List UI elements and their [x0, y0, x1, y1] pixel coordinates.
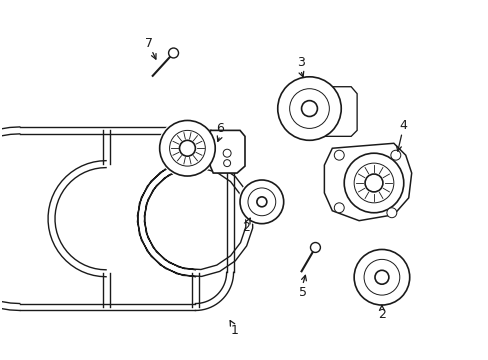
Circle shape — [386, 208, 396, 218]
Text: 1: 1 — [231, 324, 239, 337]
Circle shape — [334, 150, 344, 160]
Circle shape — [238, 178, 285, 226]
Circle shape — [342, 151, 405, 215]
Text: 3: 3 — [296, 57, 304, 69]
Circle shape — [168, 48, 178, 58]
Text: 2: 2 — [377, 309, 385, 321]
Circle shape — [223, 149, 231, 157]
Polygon shape — [299, 87, 356, 136]
Polygon shape — [324, 143, 411, 221]
Circle shape — [247, 188, 275, 216]
Circle shape — [365, 174, 382, 192]
Circle shape — [334, 203, 344, 213]
Text: 6: 6 — [216, 122, 224, 135]
Text: 2: 2 — [242, 221, 249, 234]
Circle shape — [353, 249, 409, 305]
Circle shape — [289, 89, 328, 129]
Circle shape — [179, 140, 195, 156]
Circle shape — [390, 150, 400, 160]
Circle shape — [256, 197, 266, 207]
Circle shape — [353, 163, 393, 203]
Circle shape — [277, 77, 341, 140]
Text: 7: 7 — [144, 37, 152, 50]
Circle shape — [275, 75, 343, 142]
Circle shape — [344, 153, 403, 213]
Text: 5: 5 — [298, 285, 306, 299]
Circle shape — [223, 159, 230, 167]
Circle shape — [169, 130, 205, 166]
Polygon shape — [210, 130, 244, 173]
Circle shape — [240, 180, 283, 224]
Circle shape — [157, 118, 217, 178]
Circle shape — [364, 260, 399, 295]
Circle shape — [160, 121, 215, 176]
Text: 4: 4 — [399, 119, 407, 132]
Circle shape — [374, 270, 388, 284]
Circle shape — [301, 100, 317, 117]
Circle shape — [351, 247, 411, 307]
Circle shape — [310, 243, 320, 252]
